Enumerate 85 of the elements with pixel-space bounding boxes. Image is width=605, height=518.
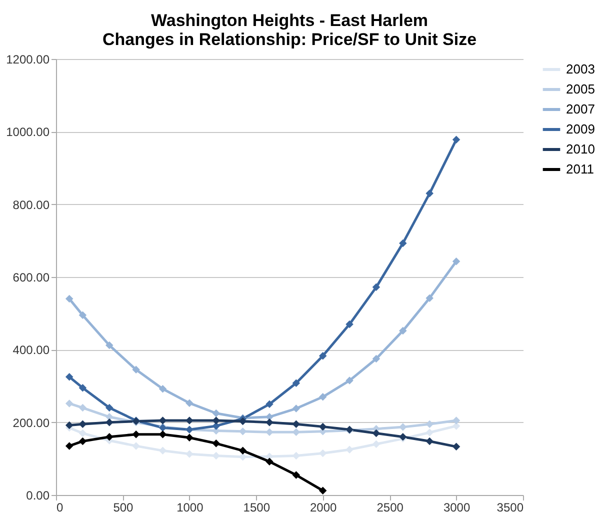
point [132,430,140,438]
legend-label: 2003 [566,62,595,76]
point [452,442,460,451]
point [65,400,74,408]
point [65,421,74,430]
point [292,379,300,387]
point [372,440,380,448]
legend-label: 2009 [566,122,595,136]
point [132,442,140,450]
point [158,430,167,438]
point [266,418,274,426]
point [212,422,220,430]
text: Changes in Relationship: Price/SF to Unit Size [102,30,477,49]
point [399,239,407,248]
point [426,420,434,428]
point [266,458,274,466]
point [106,432,114,441]
x-tick-label: 2500 [376,500,404,514]
point [158,446,167,455]
point [318,393,327,401]
point [106,404,114,412]
point [78,404,87,412]
x-tick-label: 3000 [443,500,470,514]
legend-label: 2011 [566,162,594,176]
point [452,258,460,266]
point [65,373,74,381]
point [452,416,460,424]
point [346,320,354,328]
point [78,384,87,392]
point [426,437,434,446]
point [212,409,220,418]
y-tick-label: 600.00 [12,270,50,284]
point [426,294,434,302]
y-tick-label: 800.00 [12,198,50,212]
point [399,326,407,335]
point [292,471,300,479]
x-tick-label: 0 [56,500,64,514]
point [318,422,327,431]
point [426,428,434,436]
point [65,294,74,303]
point [78,311,87,320]
point [158,385,167,393]
point [266,428,274,436]
y-tick-label: 1000.00 [6,125,50,140]
point [186,399,194,407]
point [212,452,220,460]
point [132,366,140,374]
text: Washington Heights - East Harlem [150,11,428,30]
point [346,446,354,454]
legend-label: 2010 [566,142,595,156]
point [266,400,274,408]
x-tick-label: 3500 [496,500,524,514]
point [78,420,87,428]
point [399,423,407,431]
point [212,440,220,448]
point [452,136,460,144]
point [212,416,220,424]
point [78,429,87,438]
y-tick-label: 400.00 [12,343,50,358]
point [186,416,194,424]
point [318,352,327,360]
point [106,341,114,350]
y-tick-label: 1200.00 [6,52,50,66]
x-tick-label: 2000 [310,500,338,514]
x-tick-label: 500 [113,500,134,514]
point [372,429,380,438]
point [78,437,87,446]
y-tick-label: 0.00 [26,488,50,502]
x-tick-label: 1000 [176,500,204,514]
point [238,446,247,455]
legend-label: 2005 [566,82,595,96]
point [318,486,327,495]
x-tick-label: 1500 [243,500,270,514]
point [372,283,380,292]
point [426,190,434,198]
y-tick-label: 200.00 [12,416,50,430]
legend-label: 2007 [566,102,595,116]
point [238,417,247,426]
point [292,420,300,428]
point [106,418,114,426]
point [65,442,74,450]
point [346,376,354,384]
point [292,404,300,412]
point [186,434,194,442]
point [372,354,380,363]
